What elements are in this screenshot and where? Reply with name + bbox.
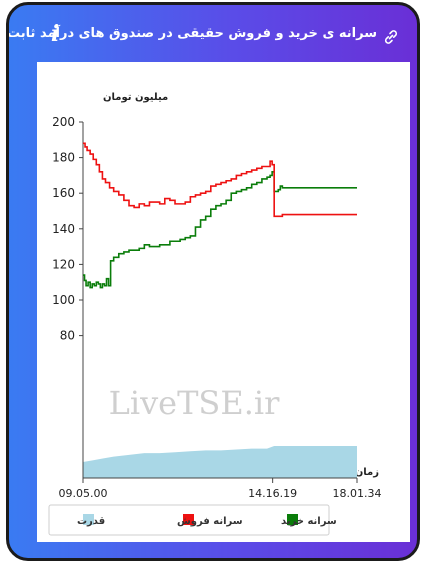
y-tick-label: 140 [52, 222, 75, 236]
y-tick-label: 100 [52, 293, 75, 307]
series-line-buy [83, 171, 357, 289]
chart-card: i سرانه ی خرید و فروش حقیقی در صندوق های… [6, 2, 420, 561]
y-tick-label: 160 [52, 186, 75, 200]
y-tick-label: 120 [52, 257, 75, 271]
series-line-sell [83, 142, 357, 218]
y-tick-label: 200 [52, 115, 75, 129]
link-icon[interactable] [383, 29, 399, 45]
power-area-layer [83, 445, 357, 478]
y-axis-label: میلیون تومان [103, 92, 168, 103]
legend-label-buy: سرانه خرید [281, 516, 337, 527]
y-tick-label: 80 [60, 329, 75, 343]
chart-svg: میلیون تومان زمان LiveTSE.ir 80 100 120 140… [48, 92, 381, 536]
x-tick-label: 09.05.00 [59, 487, 108, 500]
chart-title: سرانه ی خرید و فروش حقیقی در صندوق های د… [7, 26, 377, 41]
series-lines-layer [83, 142, 357, 289]
info-icon[interactable]: i [51, 21, 60, 47]
x-axis-label: زمان [355, 467, 379, 478]
legend-swatch-buy [287, 514, 298, 525]
legend-swatch-power [83, 514, 94, 525]
legend-swatch-sell [183, 514, 194, 525]
axes-layer: 80 100 120 140 160 180 200 09.05.00 14.16.19 18.0… [52, 115, 381, 500]
legend-label-sell: سرانه فروش [177, 516, 243, 527]
plot-panel: میلیون تومان زمان LiveTSE.ir 80 100 120 140… [37, 62, 410, 542]
x-tick-label: 18.01.34 [333, 487, 382, 500]
legend: سرانه خرید سرانه فروش قدرت [48, 504, 337, 536]
y-tick-label: 180 [52, 151, 75, 165]
legend-label-power: قدرت [77, 516, 105, 527]
card-header: i سرانه ی خرید و فروش حقیقی در صندوق های… [9, 5, 417, 63]
watermark: LiveTSE.ir [109, 384, 281, 422]
x-tick-label: 14.16.19 [248, 487, 297, 500]
series-area-power [83, 445, 357, 478]
